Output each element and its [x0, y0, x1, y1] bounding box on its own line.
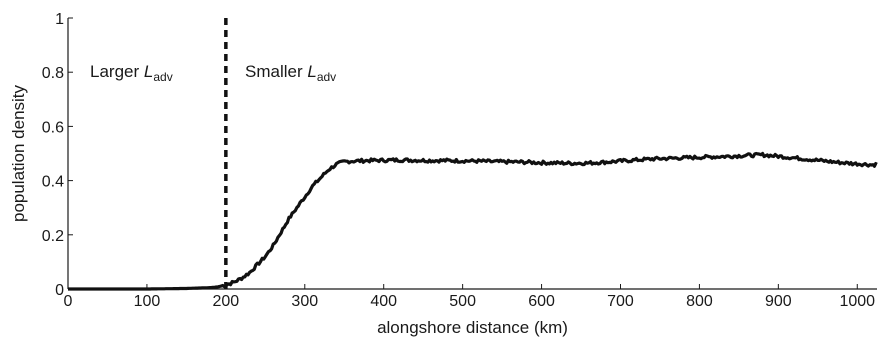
- y-tick-label: 0: [55, 282, 64, 299]
- plot-area: 0 100 200 300 400 500 600 700 800 900 1000 0 0.2 0.4…: [42, 11, 878, 310]
- x-axis-label: alongshore distance (km): [377, 318, 568, 337]
- y-tick-label: 0.2: [42, 228, 64, 245]
- annotation-larger-ladv: Larger Ladv: [90, 62, 173, 84]
- x-tick-label: 800: [686, 293, 713, 310]
- x-tick-label: 200: [213, 293, 240, 310]
- x-tick-label: 0: [64, 293, 73, 310]
- y-ticks: 0 0.2 0.4 0.6 0.8 1: [42, 11, 73, 299]
- y-tick-label: 0.6: [42, 119, 64, 136]
- x-tick-label: 100: [134, 293, 161, 310]
- x-tick-label: 400: [370, 293, 397, 310]
- annotation-larger-text: Larger: [90, 62, 144, 81]
- x-ticks: 0 100 200 300 400 500 600 700 800 900 1000: [64, 284, 875, 310]
- x-tick-label: 600: [528, 293, 555, 310]
- annotation-larger-sub: adv: [153, 70, 172, 84]
- annotation-smaller-italic: L: [307, 62, 316, 81]
- annotation-smaller-ladv: Smaller Ladv: [245, 62, 336, 84]
- x-tick-label: 900: [765, 293, 792, 310]
- y-tick-label: 1: [55, 11, 64, 28]
- y-axis-label: population density: [9, 84, 28, 222]
- annotation-larger-italic: L: [144, 62, 153, 81]
- y-tick-label: 0.8: [42, 65, 64, 82]
- x-tick-label: 700: [607, 293, 634, 310]
- x-tick-label: 300: [291, 293, 318, 310]
- y-tick-label: 0.4: [42, 174, 64, 191]
- x-tick-label: 1000: [839, 293, 875, 310]
- annotation-smaller-sub: adv: [317, 70, 336, 84]
- x-tick-label: 500: [449, 293, 476, 310]
- annotation-smaller-text: Smaller: [245, 62, 307, 81]
- series-line: [68, 151, 878, 291]
